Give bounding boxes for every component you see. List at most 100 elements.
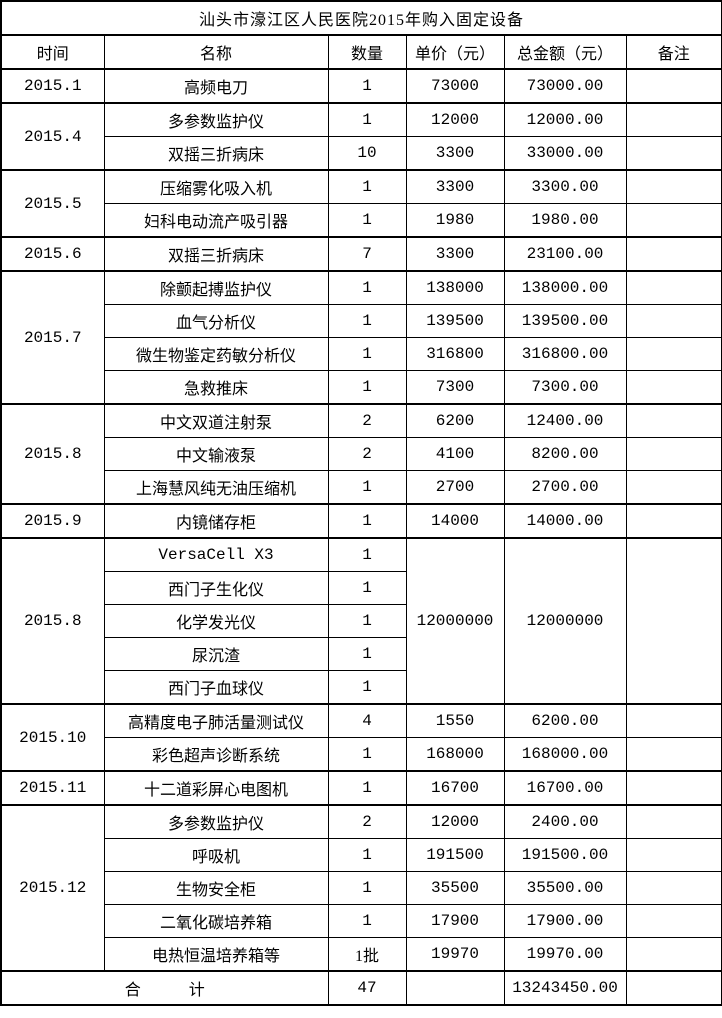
name-cell: 尿沉渣 — [103, 637, 329, 671]
remark-cell — [625, 102, 722, 137]
qty-cell: 1 — [327, 370, 407, 405]
remark-cell — [625, 437, 722, 471]
unit-price-cell: 1550 — [405, 703, 505, 738]
total-amount-cell: 6200.00 — [503, 703, 627, 738]
summary-remark-cell — [625, 970, 722, 1006]
remark-cell — [625, 270, 722, 305]
name-cell: 微生物鉴定药敏分析仪 — [103, 337, 329, 371]
table-row: 2015.8 中文双道注射泵 2 6200 12400.00 — [0, 403, 722, 505]
qty-cell: 7 — [327, 236, 407, 272]
unit-price-cell: 3300 — [405, 136, 505, 171]
unit-price-cell: 7300 — [405, 370, 505, 405]
unit-price-cell: 73000 — [405, 68, 505, 104]
qty-cell: 2 — [327, 804, 407, 839]
total-amount-cell: 1980.00 — [503, 203, 627, 238]
table-row: 二氧化碳培养箱 1 17900 17900.00 — [1, 904, 722, 938]
total-amount-cell: 23100.00 — [503, 236, 627, 272]
summary-qty-cell: 47 — [327, 970, 407, 1006]
page-title: 汕头市濠江区人民医院2015年购入固定设备 — [0, 0, 722, 36]
table-row: 中文输液泵 2 4100 8200.00 — [1, 437, 722, 471]
total-amount-cell: 8200.00 — [503, 437, 627, 471]
name-cell: 高精度电子肺活量测试仪 — [103, 703, 329, 738]
total-amount-cell: 168000.00 — [503, 737, 627, 772]
qty-cell: 1 — [327, 670, 407, 705]
remark-cell — [625, 770, 722, 806]
name-cell: 除颤起搏监护仪 — [103, 270, 329, 305]
time-cell: 2015.6 — [0, 236, 105, 272]
col-header-name: 名称 — [103, 34, 329, 70]
total-amount-cell: 191500.00 — [503, 838, 627, 872]
name-cell: 呼吸机 — [103, 838, 329, 872]
table-row: 2015.8 VersaCell X3 1 12000000 12000000 — [0, 537, 722, 705]
remark-cell — [625, 871, 722, 905]
remark-cell — [625, 703, 722, 738]
total-amount-cell: 17900.00 — [503, 904, 627, 938]
time-cell: 2015.5 — [0, 169, 105, 238]
unit-price-cell: 168000 — [405, 737, 505, 772]
table-row: 西门子生化仪 1 — [1, 571, 722, 605]
remark-cell — [625, 937, 722, 972]
table-row: 化学发光仪 1 — [1, 604, 722, 638]
table-row: 2015.4 多参数监护仪 1 12000 12000.00 — [0, 102, 722, 171]
remark-cell — [625, 203, 722, 238]
name-cell: 生物安全柜 — [103, 871, 329, 905]
total-amount-cell: 16700.00 — [503, 770, 627, 806]
unit-price-cell: 12000 — [405, 102, 505, 137]
remark-cell — [625, 68, 722, 104]
total-amount-cell: 19970.00 — [503, 937, 627, 972]
qty-cell: 1 — [327, 904, 407, 938]
unit-price-cell: 12000 — [405, 804, 505, 839]
name-cell: 二氧化碳培养箱 — [103, 904, 329, 938]
remark-cell — [625, 236, 722, 272]
total-amount-cell: 33000.00 — [503, 136, 627, 171]
qty-cell: 2 — [327, 437, 407, 471]
qty-cell: 1 — [327, 571, 407, 605]
summary-unit-price-cell — [405, 970, 505, 1006]
remark-cell — [625, 304, 722, 338]
remark-cell — [625, 470, 722, 505]
unit-price-cell: 17900 — [405, 904, 505, 938]
name-cell: 压缩雾化吸入机 — [103, 169, 329, 204]
remark-cell — [625, 169, 722, 204]
remark-cell — [625, 403, 722, 438]
remark-cell — [625, 370, 722, 405]
total-amount-cell: 12400.00 — [503, 403, 627, 438]
name-cell: 高频电刀 — [103, 68, 329, 104]
name-cell: 西门子生化仪 — [103, 571, 329, 605]
total-amount-cell: 35500.00 — [503, 871, 627, 905]
time-cell: 2015.4 — [0, 102, 105, 171]
table-row: 生物安全柜 1 35500 35500.00 — [1, 871, 722, 905]
unit-price-cell: 139500 — [405, 304, 505, 338]
name-cell: VersaCell X3 — [103, 537, 329, 572]
table-row: 2015.11 十二道彩屏心电图机 1 16700 16700.00 — [0, 770, 722, 806]
unit-price-cell: 3300 — [405, 236, 505, 272]
qty-cell: 10 — [327, 136, 407, 171]
qty-cell: 1 — [327, 102, 407, 137]
qty-cell: 1 — [327, 304, 407, 338]
table-row: 微生物鉴定药敏分析仪 1 316800 316800.00 — [1, 337, 722, 371]
qty-cell: 1 — [327, 270, 407, 305]
unit-price-cell: 6200 — [405, 403, 505, 438]
qty-cell: 1 — [327, 68, 407, 104]
remark-cell — [625, 136, 722, 171]
qty-cell: 1 — [327, 637, 407, 671]
summary-label: 合 计 — [0, 970, 329, 1006]
time-cell: 2015.1 — [0, 68, 105, 104]
col-header-time: 时间 — [0, 34, 105, 70]
col-header-unit-price: 单价（元） — [405, 34, 505, 70]
table-row: 2015.10 高精度电子肺活量测试仪 4 1550 6200.00 — [0, 703, 722, 772]
table-row: 2015.5 压缩雾化吸入机 1 3300 3300.00 — [0, 169, 722, 238]
qty-cell: 1 — [327, 169, 407, 204]
col-header-total-amount: 总金额（元） — [503, 34, 627, 70]
remark-cell — [625, 838, 722, 872]
total-amount-cell: 12000000 — [503, 537, 627, 705]
table-row: 2015.1 高频电刀 1 73000 73000.00 — [0, 68, 722, 104]
unit-price-cell: 191500 — [405, 838, 505, 872]
qty-cell: 1 — [327, 838, 407, 872]
qty-cell: 1 — [327, 470, 407, 505]
time-cell: 2015.9 — [0, 503, 105, 539]
name-cell: 西门子血球仪 — [103, 670, 329, 705]
total-amount-cell: 139500.00 — [503, 304, 627, 338]
remark-cell — [625, 904, 722, 938]
